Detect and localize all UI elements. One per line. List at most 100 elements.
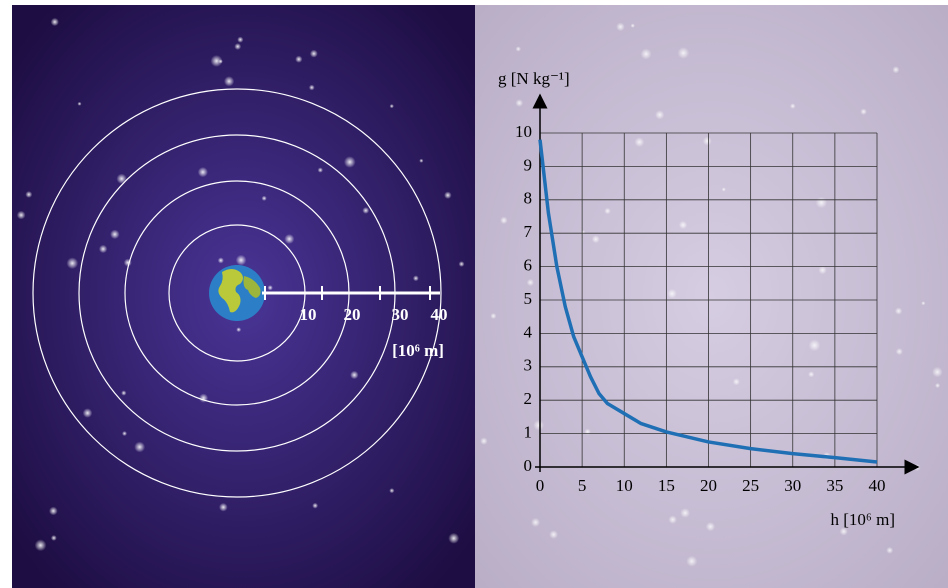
star bbox=[668, 515, 677, 524]
star bbox=[516, 46, 521, 51]
star bbox=[312, 503, 318, 509]
x-tick-label: 30 bbox=[784, 476, 801, 495]
star bbox=[67, 257, 79, 269]
star bbox=[706, 522, 715, 531]
star bbox=[236, 255, 247, 266]
star bbox=[51, 18, 59, 26]
star bbox=[389, 488, 394, 493]
star bbox=[733, 378, 740, 385]
y-tick-label: 8 bbox=[524, 189, 533, 208]
star bbox=[318, 167, 323, 172]
star bbox=[362, 207, 369, 214]
star bbox=[686, 556, 697, 567]
y-axis-label: g [N kg⁻¹] bbox=[498, 69, 570, 88]
star bbox=[921, 301, 925, 305]
star bbox=[816, 197, 827, 208]
y-tick-label: 1 bbox=[524, 423, 533, 442]
star bbox=[790, 103, 796, 109]
star bbox=[667, 289, 677, 299]
star bbox=[110, 230, 119, 239]
star bbox=[895, 307, 902, 314]
star bbox=[309, 85, 315, 91]
star bbox=[515, 99, 523, 107]
x-tick-label: 15 bbox=[658, 476, 675, 495]
y-tick-label: 3 bbox=[524, 356, 533, 375]
page: 10 20 30 40 [10⁶ m] g [N kg⁻¹] h [10⁶ m]… bbox=[0, 0, 948, 588]
star bbox=[679, 221, 687, 229]
x-tick-label: 10 bbox=[616, 476, 633, 495]
star bbox=[703, 137, 712, 146]
star bbox=[630, 23, 634, 27]
x-axis-label: h [10⁶ m] bbox=[831, 510, 895, 529]
star bbox=[480, 437, 488, 445]
star bbox=[344, 156, 356, 168]
star bbox=[500, 216, 508, 224]
star bbox=[77, 102, 81, 106]
star bbox=[267, 285, 272, 290]
star bbox=[224, 76, 234, 86]
star bbox=[284, 234, 294, 244]
star bbox=[935, 383, 940, 388]
earth bbox=[209, 265, 265, 321]
star bbox=[549, 530, 558, 539]
star bbox=[198, 167, 208, 177]
star bbox=[680, 508, 690, 518]
star bbox=[51, 535, 57, 541]
star bbox=[616, 22, 625, 31]
star bbox=[896, 348, 903, 355]
star bbox=[886, 547, 893, 554]
star bbox=[448, 533, 459, 544]
star bbox=[413, 275, 419, 281]
star bbox=[219, 503, 228, 512]
y-tick-label: 4 bbox=[524, 322, 533, 341]
star bbox=[655, 110, 664, 119]
star bbox=[604, 208, 611, 215]
scale-label: 10 bbox=[300, 305, 317, 324]
x-tick-label: 20 bbox=[700, 476, 717, 495]
star bbox=[295, 56, 302, 63]
scale-label: 30 bbox=[392, 305, 409, 324]
star bbox=[592, 235, 600, 243]
star bbox=[35, 539, 47, 551]
y-tick-label: 10 bbox=[515, 122, 532, 141]
star bbox=[17, 211, 26, 220]
star bbox=[116, 174, 126, 184]
x-tick-label: 40 bbox=[869, 476, 886, 495]
star bbox=[49, 507, 58, 516]
star bbox=[932, 367, 943, 378]
star bbox=[390, 104, 394, 108]
star bbox=[99, 245, 107, 253]
y-tick-label: 6 bbox=[524, 256, 533, 275]
star bbox=[236, 327, 241, 332]
star bbox=[641, 48, 652, 59]
y-tick-label: 2 bbox=[524, 389, 533, 408]
star bbox=[490, 313, 496, 319]
star bbox=[262, 196, 267, 201]
star bbox=[533, 420, 544, 431]
star bbox=[234, 43, 241, 50]
x-tick-label: 35 bbox=[826, 476, 843, 495]
y-tick-label: 5 bbox=[524, 289, 533, 308]
star bbox=[809, 339, 821, 351]
star bbox=[892, 66, 899, 73]
x-tick-label: 5 bbox=[578, 476, 587, 495]
y-tick-label: 0 bbox=[524, 456, 533, 475]
star bbox=[678, 47, 690, 59]
star bbox=[134, 442, 145, 453]
star bbox=[122, 431, 127, 436]
scale-label: 40 bbox=[431, 305, 448, 324]
star bbox=[25, 191, 32, 198]
star bbox=[808, 371, 814, 377]
x-tick-label: 25 bbox=[742, 476, 759, 495]
scale-unit: [10⁶ m] bbox=[392, 341, 444, 360]
star bbox=[237, 37, 243, 43]
star bbox=[310, 50, 318, 58]
star bbox=[83, 408, 93, 418]
star bbox=[581, 230, 585, 234]
star bbox=[211, 55, 223, 67]
star bbox=[444, 191, 452, 199]
x-tick-label: 0 bbox=[536, 476, 545, 495]
star bbox=[584, 429, 590, 435]
star bbox=[459, 261, 465, 267]
star bbox=[818, 266, 826, 274]
